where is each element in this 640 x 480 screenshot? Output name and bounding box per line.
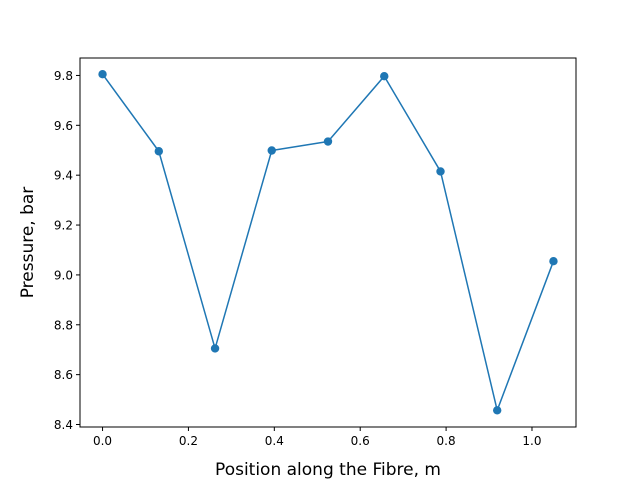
- data-point: [267, 146, 276, 155]
- x-tick-label: 0.2: [179, 434, 198, 448]
- y-axis-ticks: 8.4 8.6 8.8 9.0 9.2 9.4 9.6 9.8: [54, 69, 80, 432]
- plot-layer: [98, 70, 558, 415]
- data-point: [98, 70, 107, 79]
- data-point: [380, 72, 389, 81]
- plot-frame: [79, 57, 577, 428]
- y-tick-label: 9.4: [54, 169, 73, 183]
- x-tick-label: 0.6: [351, 434, 370, 448]
- x-tick-label: 1.0: [522, 434, 541, 448]
- data-point: [323, 137, 333, 146]
- y-axis-label: Pressure, bar: [18, 187, 38, 299]
- y-tick-label: 8.6: [54, 368, 73, 382]
- y-tick-label: 9.8: [54, 69, 73, 83]
- data-point: [210, 344, 220, 353]
- y-tick-label: 9.2: [54, 219, 73, 233]
- data-point: [492, 406, 502, 415]
- y-tick-label: 8.8: [54, 318, 73, 332]
- x-axis-ticks: 0.0 0.2 0.4 0.6 0.8 1.0: [93, 427, 542, 448]
- x-tick-label: 0.0: [93, 434, 112, 448]
- x-tick-label: 0.8: [437, 434, 456, 448]
- data-point: [436, 167, 445, 176]
- data-point: [549, 256, 558, 266]
- data-point: [154, 147, 164, 156]
- y-tick-label: 9.6: [54, 119, 73, 133]
- y-tick-label: 8.4: [54, 418, 73, 432]
- y-tick-label: 9.0: [54, 268, 73, 282]
- x-tick-label: 0.4: [265, 434, 284, 448]
- x-axis-label: Position along the Fibre, m: [215, 460, 441, 480]
